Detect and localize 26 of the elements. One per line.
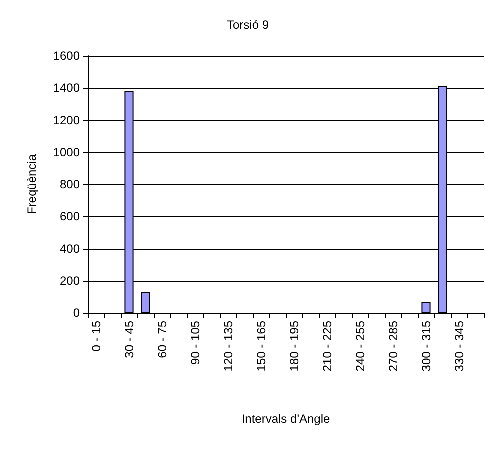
x-tick-label: 330 - 345 (452, 320, 466, 372)
y-axis-title: Freqüència (25, 154, 39, 215)
y-tick-label: 1000 (53, 145, 80, 160)
bar (422, 302, 431, 313)
x-tick-label: 120 - 135 (221, 320, 236, 372)
y-tick-label: 400 (60, 242, 80, 256)
x-tick-label: 300 - 315 (419, 320, 434, 372)
x-tick-label: 30 - 45 (122, 320, 136, 358)
y-tick-label: 1200 (53, 113, 80, 128)
y-tick-label: 0 (73, 306, 80, 320)
chart-title: Torsió 9 (226, 18, 270, 32)
y-tick-label: 800 (60, 178, 80, 192)
y-tick-label: 600 (60, 210, 80, 224)
x-tick-label: 240 - 255 (353, 320, 368, 372)
x-tick-label: 90 - 105 (188, 320, 202, 366)
x-tick-label: 150 - 165 (254, 320, 268, 372)
y-tick-label: 200 (60, 274, 80, 288)
y-tick-label: 1600 (53, 49, 80, 63)
bar (141, 292, 150, 313)
x-axis-title: Intervals d'Angle (242, 412, 330, 426)
x-tick-label: 270 - 285 (386, 320, 400, 372)
x-tick-label: 0 - 15 (89, 320, 104, 352)
x-tick-label: 60 - 75 (155, 320, 170, 358)
y-tick-label: 1400 (53, 81, 80, 96)
x-tick-label: 180 - 195 (287, 320, 302, 372)
x-tick-label: 210 - 225 (320, 320, 334, 372)
